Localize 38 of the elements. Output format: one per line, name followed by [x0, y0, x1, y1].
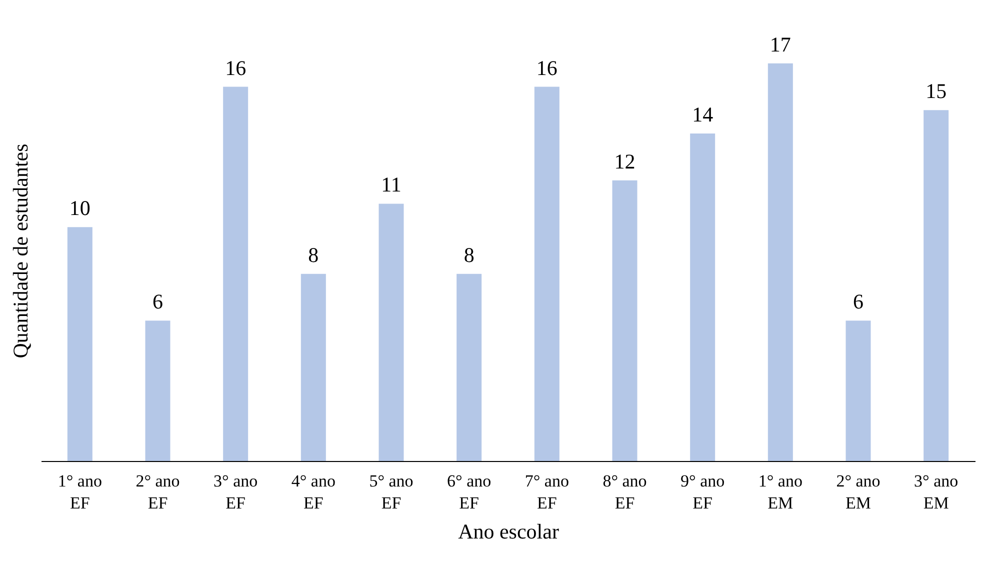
- x-tick-label: 9° ano EF: [680, 472, 725, 512]
- bar: [690, 134, 716, 461]
- x-axis-title: Ano escolar: [458, 520, 559, 544]
- x-tick-label: 6° ano EF: [447, 472, 492, 512]
- bar: [300, 274, 326, 461]
- y-axis-title: Quantidade de estudantes: [8, 144, 32, 358]
- x-tick-label: 2° ano EF: [136, 472, 180, 512]
- data-label: 8: [464, 242, 474, 267]
- data-label: 17: [770, 32, 791, 56]
- data-label: 16: [536, 56, 558, 80]
- data-label: 16: [225, 56, 246, 80]
- x-tick-label: 8° ano EF: [602, 472, 647, 512]
- data-label: 12: [614, 149, 636, 174]
- data-label: 14: [692, 102, 714, 127]
- bar: [67, 227, 92, 461]
- bar: [534, 86, 560, 461]
- data-label: 11: [381, 172, 402, 197]
- bar: [145, 320, 170, 461]
- x-tick-label: 1° ano EM: [758, 472, 802, 512]
- x-tick-label: 1° ano EF: [58, 472, 102, 512]
- x-tick-label: 3° ano EF: [214, 472, 258, 512]
- bar: [456, 274, 482, 461]
- x-tick-label: 5° ano EF: [369, 472, 414, 512]
- x-tick-label: 7° ano EF: [524, 472, 569, 512]
- x-tick-label: 4° ano EF: [291, 472, 336, 512]
- bar: [846, 320, 871, 461]
- bar: [223, 86, 248, 461]
- x-tick-label: 3° ano EM: [914, 472, 958, 512]
- bar: [924, 110, 949, 461]
- data-label: 6: [853, 290, 864, 314]
- bar: [768, 63, 793, 461]
- bar: [378, 204, 404, 461]
- data-label: 6: [152, 290, 163, 314]
- bar: [612, 180, 638, 461]
- data-label: 15: [926, 79, 947, 104]
- data-label: 10: [69, 196, 90, 220]
- x-tick-label: 2° ano EM: [836, 472, 880, 512]
- data-label: 8: [308, 242, 319, 267]
